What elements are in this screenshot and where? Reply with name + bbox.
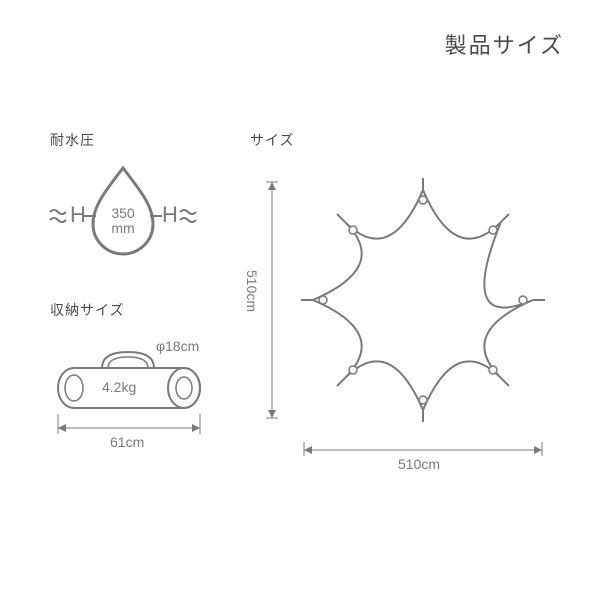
size-width: 510cm	[398, 456, 440, 472]
storage-length: 61cm	[110, 434, 144, 450]
waterproof-value-unit: mm	[111, 220, 134, 236]
storage-diagram: φ18cm 4.2kg 61cm	[30, 318, 230, 473]
waterproof-diagram: H H 350 mm	[38, 160, 208, 275]
waterproof-h-right: H	[162, 202, 178, 228]
size-label: サイズ	[250, 130, 295, 150]
waterproof-label: 耐水圧	[50, 130, 95, 150]
page-title: 製品サイズ	[445, 28, 564, 60]
storage-weight: 4.2kg	[102, 379, 136, 395]
waterproof-value: 350 mm	[108, 206, 138, 237]
storage-label: 収納サイズ	[50, 300, 125, 320]
size-height: 510cm	[244, 270, 260, 312]
waterproof-value-number: 350	[111, 205, 134, 221]
storage-diameter: φ18cm	[156, 338, 199, 354]
size-diagram: 510cm 510cm	[238, 150, 578, 495]
waterproof-h-left: H	[70, 202, 86, 228]
